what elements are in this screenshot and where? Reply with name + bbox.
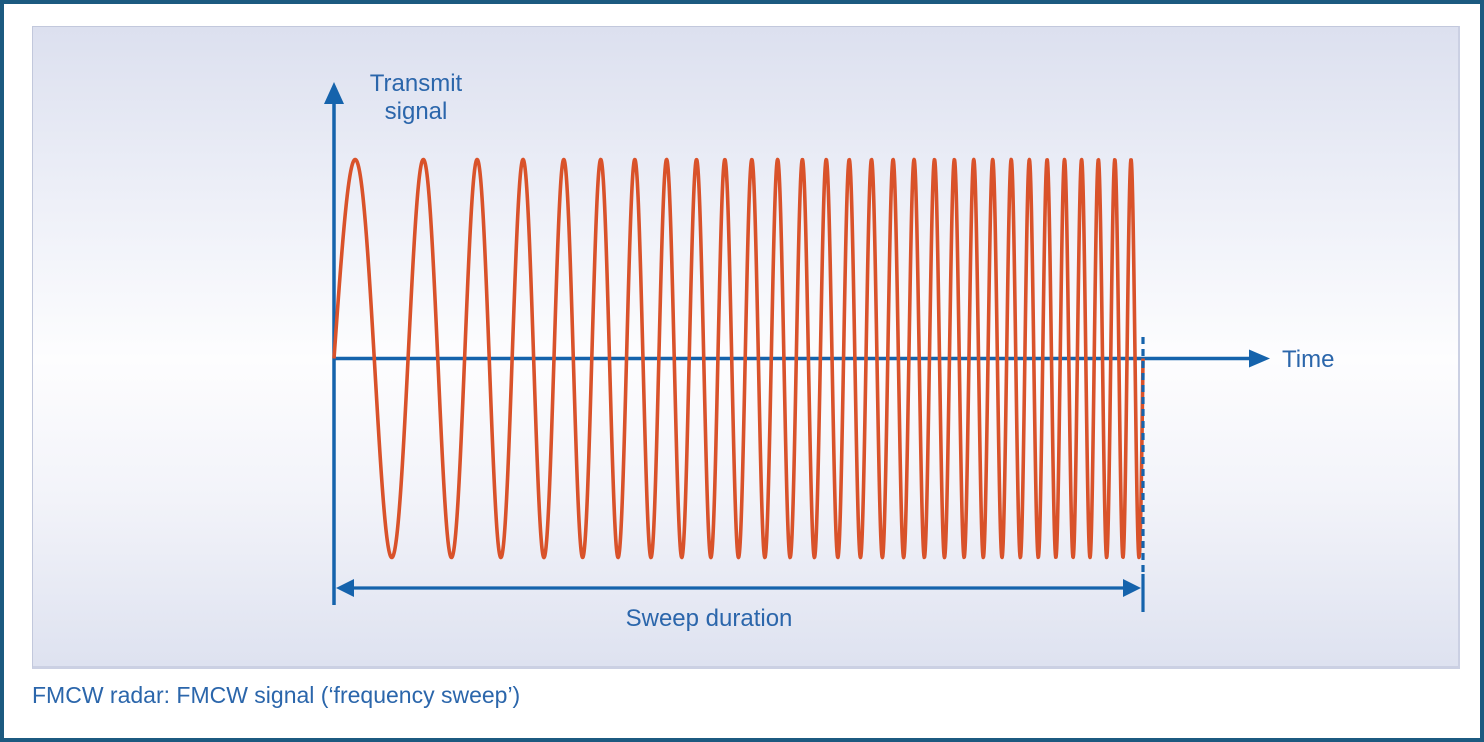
chirp-waveform xyxy=(332,157,1145,560)
waveform-diagram-svg xyxy=(324,82,1270,612)
figure-caption: FMCW radar: FMCW signal (‘frequency swee… xyxy=(32,682,521,708)
x-axis-label: Time xyxy=(1282,346,1335,373)
y-axis-label: Transmit signal xyxy=(350,70,482,126)
sweep-duration-label: Sweep duration xyxy=(625,605,793,632)
y-axis-label-line1: Transmit xyxy=(369,70,463,97)
y-axis-label-line2: signal xyxy=(384,98,448,125)
sweep-duration-arrow xyxy=(336,579,1141,597)
